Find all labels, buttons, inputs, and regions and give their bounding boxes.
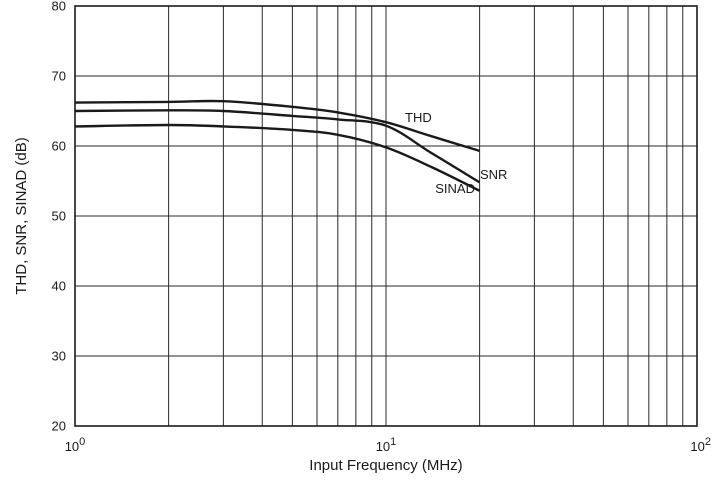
series-label-thd: THD xyxy=(405,110,432,125)
y-tick-label: 20 xyxy=(52,419,66,434)
series-line-sinad xyxy=(74,123,481,192)
x-tick-label: 101 xyxy=(376,436,397,454)
series-line-snr xyxy=(74,109,481,184)
plot-frame xyxy=(74,5,698,427)
series-labels: THD SNR SINAD xyxy=(405,110,507,196)
y-tick-labels: 20 30 40 50 60 70 80 xyxy=(52,0,66,434)
y-axis-label: THD, SNR, SINAD (dB) xyxy=(13,137,30,295)
series-label-sinad: SINAD xyxy=(435,181,475,196)
y-tick-label: 30 xyxy=(52,349,66,364)
y-tick-label: 70 xyxy=(52,69,66,84)
x-axis-label: Input Frequency (MHz) xyxy=(309,457,462,474)
y-tick-label: 40 xyxy=(52,279,66,294)
x-tick-label: 102 xyxy=(690,436,711,454)
series-lines xyxy=(74,99,481,192)
x-tick-label: 100 xyxy=(65,436,86,454)
series-label-snr: SNR xyxy=(480,167,507,182)
y-tick-label: 80 xyxy=(52,0,66,14)
grid xyxy=(74,5,698,427)
y-tick-label: 50 xyxy=(52,209,66,224)
series-line-thd xyxy=(74,99,480,153)
x-tick-labels: 100 101 102 xyxy=(65,436,711,454)
y-tick-label: 60 xyxy=(52,139,66,154)
